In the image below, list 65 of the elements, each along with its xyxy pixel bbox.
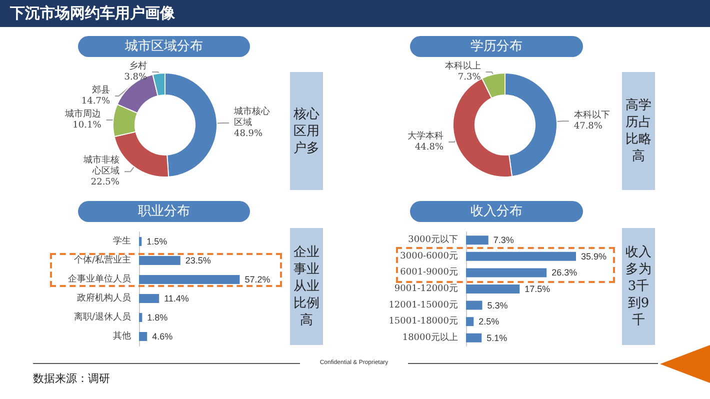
slice-label: 乡村: [129, 60, 148, 72]
bar: [139, 237, 142, 246]
chart-title: 职业分布: [78, 201, 250, 222]
y-tick-label: 学生: [113, 236, 131, 246]
data-label: 4.6%: [152, 332, 173, 342]
bar: [466, 268, 547, 278]
slice-label: 本科以下: [574, 110, 610, 121]
data-label: 7.3%: [493, 235, 514, 246]
y-tick-label: 政府机构人员: [77, 292, 131, 304]
data-label: 23.5%: [185, 256, 211, 266]
data-label: 10.1%: [72, 120, 102, 130]
y-tick-label: 个体/私营业主: [74, 254, 131, 266]
text: 核心区用户多: [290, 72, 323, 190]
bar: [466, 333, 482, 342]
bar: [139, 332, 148, 341]
data-label: 26.3%: [552, 268, 578, 278]
bar: [466, 284, 520, 294]
data-label: 35.9%: [581, 251, 607, 262]
text: 企业事业从业比例高: [290, 228, 323, 345]
data-label: 47.8%: [574, 122, 603, 132]
y-tick-label: 离职/退休人员: [74, 312, 131, 322]
bar: [466, 252, 576, 261]
y-tick-label: 15001-18000元: [388, 316, 458, 327]
chart-title: 城市区域分布: [78, 36, 250, 57]
data-label: 44.8%: [414, 142, 444, 152]
data-label: 1.5%: [146, 236, 168, 246]
data-label: 11.4%: [164, 294, 189, 304]
bar: [466, 236, 488, 245]
y-tick-label: 3000-6000元: [400, 250, 458, 262]
slice-label: 城市非核心区域: [82, 154, 120, 177]
y-tick-label: 18000元以上: [402, 332, 458, 343]
slice-label: 城市周边: [64, 108, 102, 120]
slice-label: 城市核心区域: [232, 106, 270, 128]
data-label: 14.7%: [81, 96, 110, 106]
data-label: 48.9%: [234, 128, 264, 139]
data-label: 2.5%: [478, 316, 500, 327]
slice-label: 本科以上: [444, 60, 481, 72]
data-label: 22.5%: [90, 178, 120, 188]
text: 下沉市场网约车用户画像: [10, 3, 175, 24]
chart-title: 学历分布: [410, 36, 583, 57]
data-label: 1.8%: [147, 312, 168, 322]
y-tick-label: 企事业单位人员: [68, 274, 131, 284]
y-tick-label: 9001-12000元: [394, 283, 458, 294]
y-tick-label: 6001-9000元: [400, 266, 458, 278]
bar: [466, 317, 474, 326]
bar: [139, 294, 160, 303]
bar: [139, 275, 240, 284]
data-label: 5.3%: [487, 300, 508, 310]
data-label: 3.8%: [124, 72, 148, 82]
source-note: 数据来源：调研: [33, 371, 110, 387]
y-tick-label: 12001-15000元: [388, 299, 458, 310]
y-tick-label: 3000元以下: [408, 234, 458, 246]
text: 收入多为3千到9千: [622, 228, 655, 345]
bar: [139, 256, 180, 265]
y-tick-label: 其他: [113, 330, 131, 342]
slice-label: 大学本科: [408, 130, 444, 142]
data-label: 57.2%: [244, 274, 270, 284]
chart-title: 收入分布: [410, 201, 583, 222]
data-label: 17.5%: [524, 284, 550, 294]
text: 高学历占比略高: [622, 72, 655, 190]
bar: [466, 300, 482, 310]
bar: [139, 313, 142, 322]
data-label: 5.1%: [486, 332, 508, 343]
slice-label: 郊县: [92, 84, 110, 96]
data-label: 7.3%: [458, 72, 482, 82]
